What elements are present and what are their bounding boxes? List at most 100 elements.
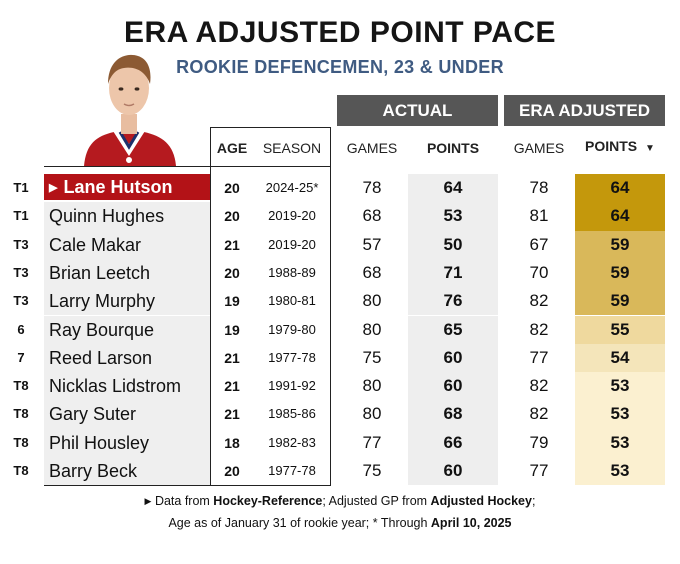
- era-games-cell: 78: [529, 178, 549, 197]
- era-games-cell: 70: [529, 262, 549, 282]
- season-cell: 1977-78: [268, 349, 316, 365]
- age-cell: 21: [224, 378, 240, 395]
- age-cell: 21: [224, 349, 240, 366]
- rank-cell: T1: [13, 180, 29, 195]
- era-adjusted-group-header: ERA ADJUSTED: [504, 95, 665, 126]
- divider-line: [44, 166, 331, 167]
- actual-points-cell: 60: [408, 372, 498, 401]
- actual-games-cell: 80: [362, 291, 382, 311]
- source-hockey-reference: Hockey-Reference: [213, 494, 323, 508]
- divider-line: [210, 127, 211, 485]
- age-cell: 20: [224, 463, 240, 479]
- rank-cell: T8: [13, 378, 29, 394]
- era-points-cell: 53: [575, 428, 665, 457]
- actual-points-cell: 64: [408, 174, 498, 203]
- player-name-cell: Ray Bourque: [44, 315, 211, 344]
- actual-points-cell: 65: [408, 315, 498, 344]
- player-name-cell: Brian Leetch: [44, 258, 211, 288]
- rank-cell: T1: [13, 208, 29, 224]
- player-name-cell: Reed Larson: [44, 343, 211, 373]
- era-points-cell: 59: [575, 230, 665, 259]
- era-points-cell: 54: [575, 343, 665, 373]
- era-games-column-header: GAMES: [513, 140, 565, 156]
- player-headshot: [84, 54, 176, 166]
- era-games-cell: 67: [529, 234, 549, 254]
- actual-points-cell: 66: [408, 428, 498, 457]
- actual-games-column-header: GAMES: [346, 140, 398, 156]
- actual-points-cell: 68: [408, 400, 498, 429]
- age-cell: 21: [224, 236, 240, 253]
- era-games-cell: 82: [529, 319, 549, 339]
- rank-cell: 6: [17, 321, 25, 337]
- rank-cell: T3: [13, 236, 29, 252]
- season-cell: 2024-25*: [265, 180, 319, 195]
- era-games-cell: 82: [529, 404, 549, 424]
- footer-date: April 10, 2025: [430, 516, 512, 530]
- rank-cell: T3: [13, 293, 29, 309]
- rank-cell: T8: [13, 406, 29, 422]
- divider-line: [44, 485, 331, 486]
- era-points-cell: 64: [575, 202, 665, 231]
- age-cell: 19: [224, 293, 240, 310]
- season-cell: 1977-78: [268, 463, 316, 478]
- era-points-label: POINTS: [585, 138, 638, 154]
- player-name-cell: Quinn Hughes: [44, 202, 211, 231]
- actual-games-cell: 80: [362, 404, 382, 424]
- era-points-cell: 59: [575, 258, 665, 288]
- source-adjusted-hockey: Adjusted Hockey: [430, 494, 532, 508]
- actual-games-cell: 80: [362, 376, 382, 396]
- actual-points-cell: 60: [408, 457, 498, 486]
- era-points-cell: 59: [575, 287, 665, 316]
- player-name-cell: Lane Hutson: [44, 174, 211, 201]
- rank-cell: T3: [13, 264, 29, 280]
- season-cell: 1985-86: [268, 406, 316, 422]
- divider-line: [330, 127, 331, 485]
- actual-points-cell: 60: [408, 343, 498, 373]
- era-points-cell: 64: [575, 174, 665, 203]
- actual-points-cell: 71: [408, 258, 498, 288]
- player-name-cell: Cale Makar: [44, 230, 211, 259]
- era-points-cell: 53: [575, 372, 665, 401]
- era-points-cell: 55: [575, 315, 665, 344]
- actual-games-cell: 75: [362, 347, 382, 367]
- era-points-column-header[interactable]: POINTS ▼: [575, 135, 665, 157]
- season-cell: 1982-83: [268, 434, 316, 450]
- actual-games-cell: 75: [362, 461, 382, 480]
- era-points-cell: 53: [575, 457, 665, 486]
- footer-bullet-icon: ▶: [144, 496, 152, 506]
- actual-games-cell: 78: [362, 178, 382, 197]
- season-cell: 1991-92: [268, 378, 316, 394]
- page-subtitle: ROOKIE DEFENCEMEN, 23 & UNDER: [176, 57, 504, 77]
- age-cell: 20: [224, 208, 240, 225]
- actual-games-cell: 68: [362, 262, 382, 282]
- player-name-cell: Nicklas Lidstrom: [44, 372, 211, 401]
- rank-cell: T8: [13, 463, 29, 478]
- era-games-cell: 81: [529, 206, 549, 226]
- age-column-header: AGE: [216, 140, 248, 156]
- actual-points-cell: 50: [408, 230, 498, 259]
- era-games-cell: 77: [529, 347, 549, 367]
- age-cell: 19: [224, 321, 240, 338]
- actual-games-cell: 68: [362, 206, 382, 226]
- rank-cell: 7: [17, 349, 25, 365]
- footer-line-2: Age as of January 31 of rookie year; * T…: [168, 516, 512, 530]
- era-games-cell: 82: [529, 291, 549, 311]
- actual-games-cell: 80: [362, 319, 382, 339]
- age-cell: 18: [224, 434, 240, 451]
- season-cell: 2019-20: [268, 208, 316, 224]
- age-cell: 20: [224, 180, 240, 196]
- actual-games-cell: 77: [362, 432, 382, 452]
- rank-cell: T8: [13, 434, 29, 450]
- actual-group-header: ACTUAL: [337, 95, 498, 126]
- era-games-cell: 77: [529, 461, 549, 480]
- season-cell: 2019-20: [268, 236, 316, 252]
- season-cell: 1980-81: [268, 293, 316, 309]
- actual-points-cell: 76: [408, 287, 498, 316]
- season-column-header: SEASON: [262, 140, 322, 156]
- divider-line: [210, 127, 331, 128]
- age-cell: 21: [224, 406, 240, 423]
- player-name-cell: Phil Housley: [44, 428, 211, 457]
- age-cell: 20: [224, 264, 240, 281]
- era-games-cell: 79: [529, 432, 549, 452]
- player-name-cell: Barry Beck: [44, 457, 211, 486]
